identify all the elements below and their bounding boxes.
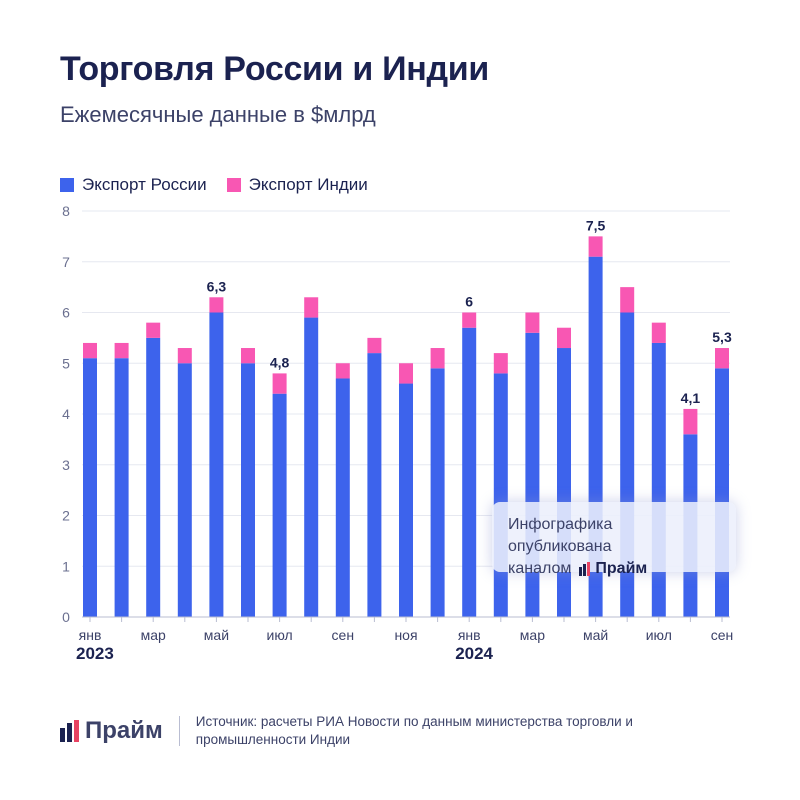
bar-russia [209,312,224,617]
x-tick-label: май [583,627,608,643]
bar-india [588,236,603,257]
x-tick-label: мар [520,627,545,643]
data-label: 4,1 [681,390,701,406]
bar-russia [335,378,350,617]
watermark-badge: Инфографика опубликована каналом Прайм [492,502,736,577]
watermark-line1: Инфографика опубликована [508,516,613,555]
x-tick-label: сен [711,627,734,643]
data-label: 5,3 [712,329,732,345]
data-label: 4,8 [270,354,290,370]
year-label: 2024 [455,644,493,663]
x-tick-label: май [204,627,229,643]
data-label: 7,5 [586,217,606,233]
footer-brand: Прайм [85,717,163,744]
y-tick-label: 4 [62,406,70,422]
y-tick-label: 8 [62,203,70,219]
legend-swatch-india [226,178,241,192]
bar-russia [304,317,319,617]
y-tick-label: 1 [62,558,70,574]
y-tick-label: 2 [62,508,70,524]
bar-india [620,287,635,313]
bar-india [272,373,287,394]
chart-subtitle: Ежемесячные данные в $млрд [60,102,376,127]
x-tick-label: июл [267,627,293,643]
bar-russia [399,383,413,617]
bar-india [83,342,97,359]
prime-logo-icon [60,720,81,742]
bar-india [430,348,445,369]
y-tick-label: 6 [62,305,70,321]
watermark-brand-logo: Прайм [579,558,647,580]
prime-logo-icon [579,562,591,576]
bar-india [146,322,161,338]
x-tick-label: янв [79,627,102,643]
bar-india [209,297,224,313]
bar-russia [114,358,129,617]
footer-divider [178,716,180,746]
y-tick-label: 7 [62,254,70,270]
bar-russia [241,363,255,617]
x-tick-label: июл [646,627,672,643]
data-label: 6,3 [207,278,227,294]
y-tick-label: 5 [62,355,70,371]
legend-label-russia: Экспорт России [82,175,207,194]
bar-india [367,337,382,354]
x-tick-label: мар [141,627,166,643]
bar-india [335,363,350,379]
bar-russia [146,337,161,617]
bar-russia [430,368,445,617]
year-label: 2023 [76,644,114,663]
bar-india [114,342,129,359]
bar-india [462,312,477,328]
bar-india [493,353,508,374]
bar-india [304,297,319,318]
bar-russia [493,373,508,617]
bar-russia [272,393,287,617]
bar-india [651,322,666,343]
x-tick-label: ноя [394,627,417,643]
x-tick-label: янв [458,627,481,643]
watermark-line2-row: каналом Прайм [508,558,720,580]
chart-title: Торговля России и Индии [60,50,490,88]
bar-russia [177,363,192,617]
bar-india [399,363,413,384]
legend: Экспорт России Экспорт Индии [60,175,388,195]
bar-russia [462,327,477,617]
footer: Прайм Источник: расчеты РИА Новости по д… [60,713,636,749]
legend-swatch-russia [60,178,74,192]
bar-russia [367,353,382,617]
footer-brand-logo: Прайм [60,717,163,745]
bar-india [683,408,698,435]
footer-source: Источник: расчеты РИА Новости по данным … [195,714,633,747]
watermark-brand: Прайм [595,560,648,577]
bar-india [557,327,571,349]
bar-india [715,348,729,369]
y-tick-label: 3 [62,457,70,473]
bar-india [241,348,255,364]
data-label: 6 [465,294,473,310]
y-tick-label: 0 [62,609,70,625]
legend-label-india: Экспорт Индии [248,175,368,194]
x-tick-label: сен [332,627,355,643]
bar-india [177,348,192,364]
legend-item-india: Экспорт Индии [226,175,368,195]
legend-item-russia: Экспорт России [60,175,207,195]
bar-russia [83,358,97,617]
bar-india [525,312,540,333]
watermark-line2: каналом [508,560,572,577]
